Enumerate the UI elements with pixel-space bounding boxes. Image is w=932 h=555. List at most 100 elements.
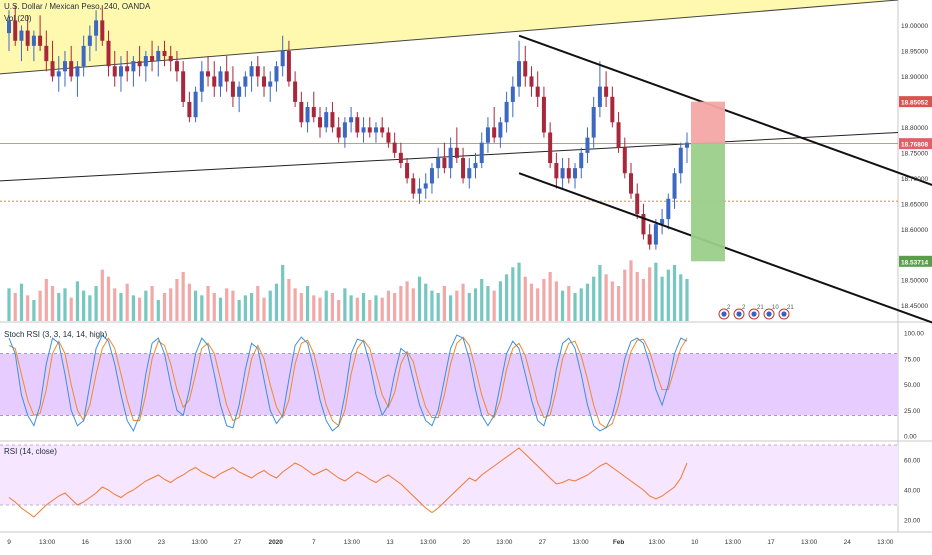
volume-bar bbox=[486, 286, 490, 321]
candle-body bbox=[629, 173, 633, 194]
channel-upper-line bbox=[518, 34, 932, 186]
volume-bar bbox=[305, 286, 310, 321]
volume-bar bbox=[386, 290, 391, 321]
candle-body bbox=[187, 101, 192, 118]
candle-body bbox=[311, 107, 316, 118]
candle-body bbox=[573, 168, 578, 179]
volume-bar bbox=[63, 288, 67, 321]
price-tag bbox=[899, 96, 932, 108]
volume-bar bbox=[144, 290, 148, 321]
volume-bar bbox=[113, 288, 117, 321]
stoch-tick-label: 75.00 bbox=[904, 356, 921, 363]
candle-body bbox=[112, 66, 117, 77]
candle-body bbox=[467, 168, 472, 179]
time-tick-label: 13:00 bbox=[801, 539, 818, 546]
candle-body bbox=[94, 20, 99, 36]
candle-body bbox=[237, 86, 242, 97]
volume-bar bbox=[119, 293, 123, 321]
volume-bar bbox=[337, 300, 341, 321]
volume-bar bbox=[648, 267, 652, 321]
candle-body bbox=[19, 30, 24, 41]
time-tick-label: 20 bbox=[463, 539, 471, 546]
volume-bar bbox=[175, 279, 179, 321]
volume-bar bbox=[442, 286, 446, 321]
candle-body bbox=[355, 117, 360, 133]
volume-bar bbox=[57, 293, 61, 321]
volume-bar bbox=[610, 281, 614, 321]
candle-body bbox=[87, 35, 92, 46]
time-tick-label: 27 bbox=[234, 539, 242, 546]
price-tick-label: 18.95000 bbox=[901, 48, 928, 55]
volume-bar bbox=[672, 265, 677, 321]
candle-body bbox=[684, 142, 689, 148]
stoch-band bbox=[0, 353, 898, 416]
time-tick-label: 23 bbox=[158, 539, 166, 546]
volume-bar bbox=[517, 262, 521, 321]
volume-bar bbox=[368, 300, 372, 321]
time-tick-label: 13:00 bbox=[191, 539, 208, 546]
candle-body bbox=[7, 20, 11, 34]
volume-bar bbox=[567, 286, 571, 321]
event-count-label: 21 bbox=[787, 305, 794, 311]
volume-bar bbox=[206, 286, 210, 321]
candle-body bbox=[622, 147, 627, 174]
time-tick-label: 7 bbox=[312, 539, 316, 546]
candle-body bbox=[386, 132, 391, 143]
event-count-label: 21 bbox=[757, 305, 764, 311]
candle-body bbox=[212, 76, 217, 87]
candle-body bbox=[162, 50, 167, 57]
time-tick-label: 13:00 bbox=[725, 539, 742, 546]
volume-bar bbox=[436, 293, 440, 321]
volume-bar bbox=[169, 288, 173, 321]
volume-bar bbox=[194, 290, 198, 321]
volume-bar bbox=[156, 300, 160, 321]
candle-body bbox=[168, 56, 173, 62]
volume-bar bbox=[480, 279, 484, 321]
volume-bar bbox=[355, 297, 359, 321]
time-tick-label: 13:00 bbox=[344, 539, 361, 546]
volume-bar bbox=[430, 290, 434, 321]
volume-bar bbox=[162, 293, 167, 321]
volume-bar bbox=[262, 297, 266, 321]
price-tag bbox=[899, 255, 932, 267]
price-tick-label: 18.80000 bbox=[901, 125, 928, 132]
candle-body bbox=[454, 147, 459, 158]
candle-body bbox=[517, 61, 522, 87]
volume-bar bbox=[299, 293, 303, 321]
candle-body bbox=[249, 66, 254, 77]
candle-body bbox=[206, 71, 211, 77]
candle-body bbox=[293, 81, 298, 102]
time-tick-label: 10 bbox=[691, 539, 699, 546]
volume-bar bbox=[330, 293, 335, 321]
volume-bar bbox=[225, 288, 229, 321]
candle-body bbox=[479, 142, 484, 164]
candle-body bbox=[56, 71, 61, 77]
take-profit-zone bbox=[690, 143, 725, 262]
volume-bar bbox=[654, 262, 658, 321]
volume-bar bbox=[349, 295, 353, 321]
candle-body bbox=[150, 56, 155, 62]
candle-body bbox=[349, 117, 354, 123]
candle-body bbox=[473, 163, 478, 169]
time-tick-label: 13:00 bbox=[877, 539, 894, 546]
volume-bar bbox=[200, 295, 204, 321]
candle-body bbox=[181, 71, 186, 102]
rsi-label: RSI (14, close) bbox=[4, 447, 57, 456]
candle-body bbox=[50, 61, 55, 77]
candle-body bbox=[554, 163, 559, 179]
candle-body bbox=[442, 157, 447, 169]
volume-bar bbox=[623, 269, 627, 321]
volume-bar bbox=[218, 297, 223, 321]
candle-body bbox=[38, 35, 43, 46]
candle-body bbox=[218, 71, 223, 87]
event-count-label: 2 bbox=[727, 305, 731, 311]
candle-body bbox=[653, 224, 658, 245]
symbol-title: U.S. Dollar / Mexican Peso, 240, OANDA bbox=[4, 2, 151, 11]
candle-body bbox=[405, 163, 410, 179]
volume-bar bbox=[26, 295, 30, 321]
volume-bar bbox=[660, 276, 664, 321]
candle-body bbox=[81, 45, 86, 67]
candle-body bbox=[566, 168, 571, 179]
